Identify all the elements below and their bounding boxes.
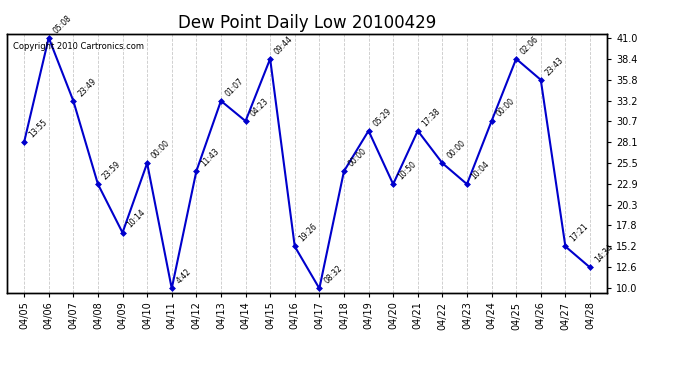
- Text: 14:34: 14:34: [593, 243, 615, 265]
- Text: 02:06: 02:06: [519, 34, 541, 56]
- Text: 00:00: 00:00: [494, 96, 516, 118]
- Text: 23:59: 23:59: [101, 159, 123, 182]
- Text: 05:08: 05:08: [52, 13, 73, 35]
- Text: 04:23: 04:23: [248, 96, 270, 118]
- Text: 10:50: 10:50: [396, 159, 417, 182]
- Text: 23:43: 23:43: [544, 55, 565, 77]
- Text: 01:07: 01:07: [224, 76, 246, 98]
- Text: 11:43: 11:43: [199, 147, 221, 168]
- Text: 10:04: 10:04: [470, 159, 491, 182]
- Text: 05:29: 05:29: [371, 106, 393, 128]
- Title: Dew Point Daily Low 20100429: Dew Point Daily Low 20100429: [178, 14, 436, 32]
- Text: 00:00: 00:00: [445, 138, 467, 160]
- Text: 4:42: 4:42: [175, 267, 193, 286]
- Text: 13:55: 13:55: [27, 117, 49, 140]
- Text: 10:14: 10:14: [126, 208, 147, 230]
- Text: 00:00: 00:00: [347, 147, 368, 168]
- Text: 19:26: 19:26: [297, 222, 319, 244]
- Text: Copyright 2010 Cartronics.com: Copyright 2010 Cartronics.com: [13, 42, 144, 51]
- Text: 17:21: 17:21: [568, 222, 590, 244]
- Text: 17:38: 17:38: [420, 106, 442, 128]
- Text: 00:00: 00:00: [150, 138, 172, 160]
- Text: 09:44: 09:44: [273, 34, 295, 56]
- Text: 08:32: 08:32: [322, 264, 344, 286]
- Text: 23:49: 23:49: [76, 76, 98, 98]
